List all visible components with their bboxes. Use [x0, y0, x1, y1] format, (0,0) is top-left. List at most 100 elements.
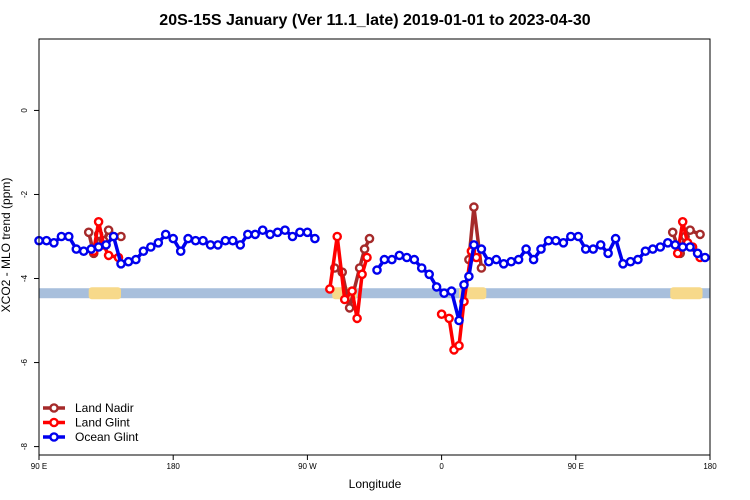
data-point	[595, 240, 606, 250]
data-point	[444, 313, 454, 324]
legend-label: Land Nadir	[75, 401, 134, 415]
data-point	[431, 282, 442, 292]
data-point	[302, 227, 313, 238]
data-point	[633, 254, 643, 265]
legend-label: Ocean Glint	[75, 430, 139, 444]
data-point	[153, 237, 164, 248]
data-point	[287, 231, 298, 242]
data-point	[93, 216, 104, 227]
data-point	[242, 229, 253, 240]
data-point	[265, 229, 275, 240]
data-point	[190, 235, 201, 246]
data-point	[528, 254, 539, 265]
data-point	[235, 240, 246, 250]
x-tick-label: 90 W	[298, 462, 317, 471]
plot-frame	[38, 38, 711, 456]
ocean-band	[39, 288, 710, 299]
data-point	[491, 254, 502, 265]
data-point	[280, 225, 290, 235]
data-point	[476, 244, 487, 254]
data-point	[71, 244, 82, 254]
data-point	[685, 225, 695, 235]
x-tick-label: 180	[703, 462, 717, 471]
series-ocean-glint	[34, 225, 710, 326]
data-point	[483, 256, 494, 267]
data-point	[78, 246, 89, 256]
data-point	[498, 258, 509, 269]
data-point	[168, 233, 178, 244]
land-band-3	[670, 287, 703, 300]
data-point	[424, 269, 435, 280]
data-point	[655, 242, 666, 252]
data-point	[394, 250, 405, 261]
data-point	[56, 231, 67, 242]
data-point	[347, 286, 357, 296]
data-point	[640, 246, 651, 256]
data-point	[250, 229, 260, 240]
data-point	[513, 254, 524, 265]
data-point	[692, 248, 703, 259]
data-point	[625, 256, 636, 267]
data-point	[49, 237, 59, 248]
data-point	[670, 240, 681, 250]
data-point	[145, 242, 156, 252]
data-point	[566, 231, 576, 242]
data-point	[86, 244, 96, 254]
data-point	[93, 242, 104, 252]
legend-swatch-marker	[49, 403, 59, 413]
data-point	[401, 252, 412, 263]
data-point	[387, 254, 397, 265]
y-tick-label: -8	[20, 442, 29, 450]
data-point	[131, 254, 141, 265]
chart-title: 20S-15S January (Ver 11.1_late) 2019-01-…	[159, 12, 590, 29]
data-point	[700, 252, 710, 263]
data-point	[108, 231, 119, 242]
y-axis-label: XCO2 - MLO trend (ppm)	[0, 178, 13, 313]
data-point	[454, 340, 464, 351]
data-point	[416, 263, 427, 273]
x-tick-label: 180	[167, 462, 181, 471]
data-point	[116, 258, 126, 269]
data-point	[103, 225, 114, 235]
data-point	[436, 309, 447, 320]
data-point	[103, 250, 114, 261]
data-point	[116, 231, 126, 242]
data-point	[588, 244, 599, 254]
data-point	[672, 248, 683, 259]
data-point	[580, 244, 591, 254]
data-point	[220, 235, 231, 246]
data-point	[339, 294, 350, 305]
legend-item: Land Glint	[43, 416, 130, 430]
y-tick-label: -4	[20, 274, 29, 282]
data-point	[310, 233, 320, 244]
data-point	[521, 244, 531, 254]
y-tick-label: -6	[20, 358, 29, 366]
data-point	[476, 263, 487, 273]
legend-swatch-marker	[49, 432, 59, 442]
data-point	[213, 240, 223, 250]
data-point	[175, 246, 186, 256]
x-tick-label: 0	[439, 462, 444, 471]
data-point	[695, 229, 705, 240]
data-point	[372, 265, 382, 275]
data-point	[409, 254, 420, 265]
data-point	[364, 233, 375, 244]
data-point	[138, 246, 149, 256]
data-point	[379, 254, 390, 265]
data-point	[357, 269, 367, 280]
data-point	[506, 256, 517, 267]
axes: 90 E 180 90 W 0 90 E 180 0 -2 -4 -6 -8	[20, 108, 717, 471]
data-point	[685, 242, 695, 252]
data-point	[536, 244, 546, 254]
data-point	[359, 244, 370, 254]
data-point	[332, 231, 343, 242]
data-point	[198, 235, 208, 246]
data-point	[295, 227, 305, 238]
data-point	[344, 303, 355, 313]
legend-item: Land Nadir	[43, 401, 134, 415]
x-tick-label: 90 E	[31, 462, 47, 471]
data-point	[469, 240, 479, 250]
data-point	[618, 258, 628, 269]
